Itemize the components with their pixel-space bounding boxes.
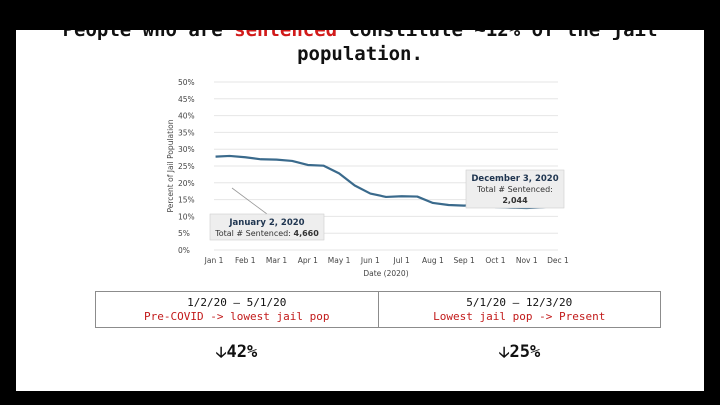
- annotation-jan-box: [209, 213, 325, 241]
- left-percent-change: 🡣42%: [95, 342, 378, 367]
- title-suffix: constitute ~12% of the jail: [337, 30, 658, 41]
- down-arrow-icon: 🡣: [215, 343, 227, 361]
- y-tick-label: 15%: [178, 196, 195, 205]
- y-tick-label: 20%: [178, 179, 195, 188]
- annotation-jan-label: Total # Sentenced: 4,660: [214, 229, 319, 238]
- y-tick-label: 30%: [178, 145, 195, 154]
- right-percent-change: 🡣25%: [378, 342, 661, 367]
- y-tick-label: 25%: [178, 162, 195, 171]
- y-tick-label: 5%: [178, 229, 190, 238]
- stats-cell-right: 5/1/20 – 12/3/20 Lowest jail pop -> Pres…: [377, 292, 661, 327]
- right-range: 5/1/20 – 12/3/20: [466, 295, 573, 309]
- right-description: Lowest jail pop -> Present: [433, 309, 606, 323]
- chart: 0% 5% 10% 15% 20% 25% 30% 35% 40% 45% 50% Jan 1 Feb …: [166, 74, 571, 286]
- left-percent-value: 42%: [226, 342, 258, 362]
- annotation-dec-heading: December 3, 2020: [471, 174, 558, 184]
- x-tick-label: Feb 1: [235, 256, 256, 265]
- title-line2: population.: [297, 43, 423, 65]
- x-tick-label: Oct 1: [485, 256, 505, 265]
- y-tick-label: 10%: [178, 212, 195, 221]
- x-tick-label: Mar 1: [266, 256, 288, 265]
- y-tick-label: 40%: [178, 112, 195, 121]
- x-tick-label: May 1: [328, 256, 351, 265]
- slide-title: People who are sentenced constitute ~12%…: [16, 30, 704, 66]
- y-tick-label: 0%: [178, 246, 190, 255]
- line-chart-svg: 0% 5% 10% 15% 20% 25% 30% 35% 40% 45% 50% Jan 1 Feb …: [166, 78, 569, 278]
- y-axis-label: Percent of Jail Population: [166, 119, 175, 212]
- annotation-dec-value: 2,044: [502, 196, 528, 205]
- stats-cell-left: 1/2/20 – 5/1/20 Pre-COVID -> lowest jail…: [96, 292, 378, 327]
- annotation-dec-box: [465, 169, 565, 209]
- x-tick-label: Aug 1: [422, 256, 444, 265]
- stats-table: 1/2/20 – 5/1/20 Pre-COVID -> lowest jail…: [95, 291, 661, 328]
- title-prefix: People who are: [62, 30, 235, 41]
- x-tick-label: Dec 1: [547, 256, 569, 265]
- x-tick-label: Apr 1: [298, 256, 318, 265]
- x-axis-label: Date (2020): [363, 269, 408, 278]
- down-arrow-icon: 🡣: [498, 343, 510, 361]
- y-tick-label: 45%: [178, 95, 195, 104]
- right-percent-value: 25%: [509, 342, 541, 362]
- left-description: Pre-COVID -> lowest jail pop: [144, 309, 330, 323]
- annotation-dec-label: Total # Sentenced:: [476, 185, 553, 194]
- annotation-jan-heading: January 2, 2020: [228, 218, 304, 228]
- slide: People who are sentenced constitute ~12%…: [16, 30, 704, 391]
- x-tick-label: Jul 1: [393, 256, 410, 265]
- annotation-jan-leader: [231, 187, 268, 215]
- x-tick-label: Jun 1: [360, 256, 380, 265]
- y-tick-label: 50%: [178, 78, 195, 87]
- x-tick-label: Nov 1: [516, 256, 538, 265]
- x-tick-label: Sep 1: [454, 256, 476, 265]
- left-range: 1/2/20 – 5/1/20: [187, 295, 287, 309]
- y-tick-label: 35%: [178, 128, 195, 137]
- title-highlight: sentenced: [234, 30, 338, 41]
- x-tick-label: Jan 1: [204, 256, 224, 265]
